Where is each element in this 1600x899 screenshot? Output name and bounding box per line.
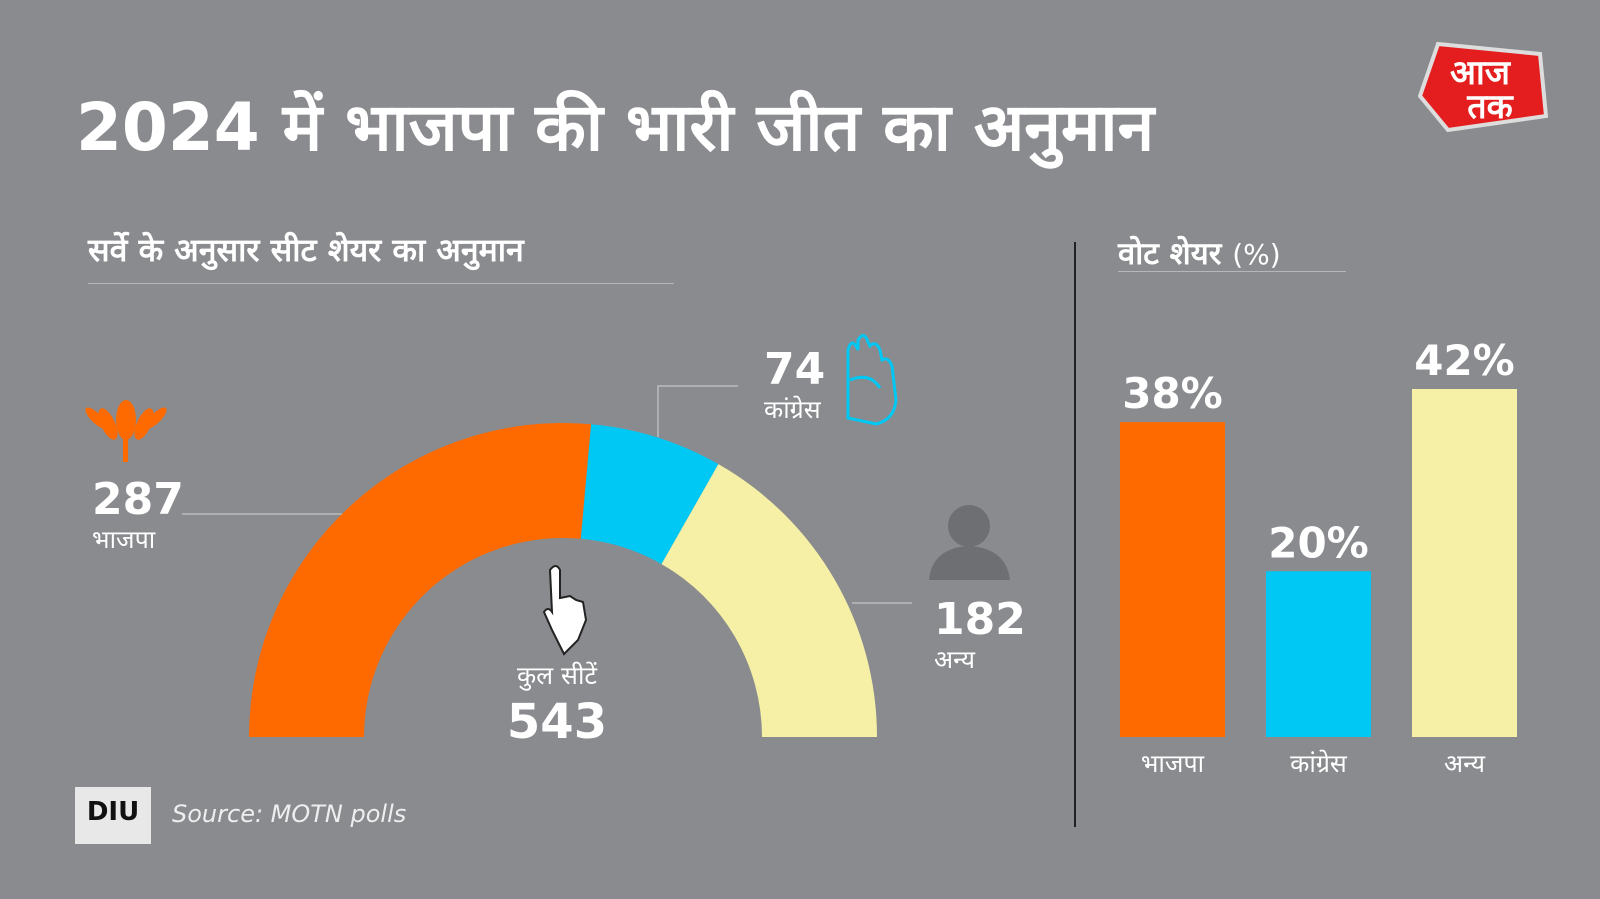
seat-segment-congress	[580, 424, 719, 565]
vote-share-title-text: वोट शेयर	[1118, 236, 1222, 272]
vote-share-title: वोट शेयर (%)	[1118, 232, 1281, 274]
person-icon	[929, 505, 1010, 580]
vote-category-label: अन्य	[1444, 749, 1485, 778]
vote-value-label: 42%	[1414, 336, 1515, 385]
vote-bar-congress	[1266, 571, 1371, 737]
vote-share-unit: (%)	[1232, 238, 1281, 271]
divider-line	[1118, 271, 1346, 272]
vote-bar-others	[1412, 389, 1517, 737]
congress-seats: 74	[764, 344, 825, 395]
total-seats: 543	[507, 694, 607, 750]
divider-line	[88, 283, 674, 284]
aajtak-logo: आज तक	[1418, 41, 1548, 133]
vote-category-label: भाजपा	[1141, 749, 1205, 778]
seat-segment-bjp	[249, 423, 592, 737]
bjp-seats: 287	[92, 474, 184, 525]
total-label: कुल सीटें	[517, 661, 597, 691]
bjp-label: भाजपा	[92, 525, 156, 554]
vote-category-label: कांग्रेस	[1290, 749, 1348, 778]
congress-label: कांग्रेस	[764, 395, 822, 424]
vote-value-label: 20%	[1268, 518, 1369, 567]
diu-logo: DIU	[75, 787, 151, 844]
section-divider	[1074, 242, 1076, 827]
lotus-icon	[85, 400, 167, 462]
leader-line	[657, 385, 738, 437]
finger-icon	[542, 565, 588, 656]
hand-icon	[846, 334, 898, 426]
others-seats: 182	[934, 594, 1026, 645]
vote-bar-bjp	[1120, 422, 1225, 737]
source-text: Source: MOTN polls	[172, 800, 407, 828]
svg-text:आज: आज	[1450, 53, 1512, 93]
seat-share-title: सर्वे के अनुसार सीट शेयर का अनुमान	[88, 231, 524, 269]
vote-value-label: 38%	[1122, 369, 1223, 418]
svg-text:तक: तक	[1466, 87, 1514, 127]
page-title: 2024 में भाजपा की भारी जीत का अनुमान	[76, 89, 1155, 166]
others-label: अन्य	[934, 645, 975, 674]
seat-segment-others	[661, 464, 877, 737]
